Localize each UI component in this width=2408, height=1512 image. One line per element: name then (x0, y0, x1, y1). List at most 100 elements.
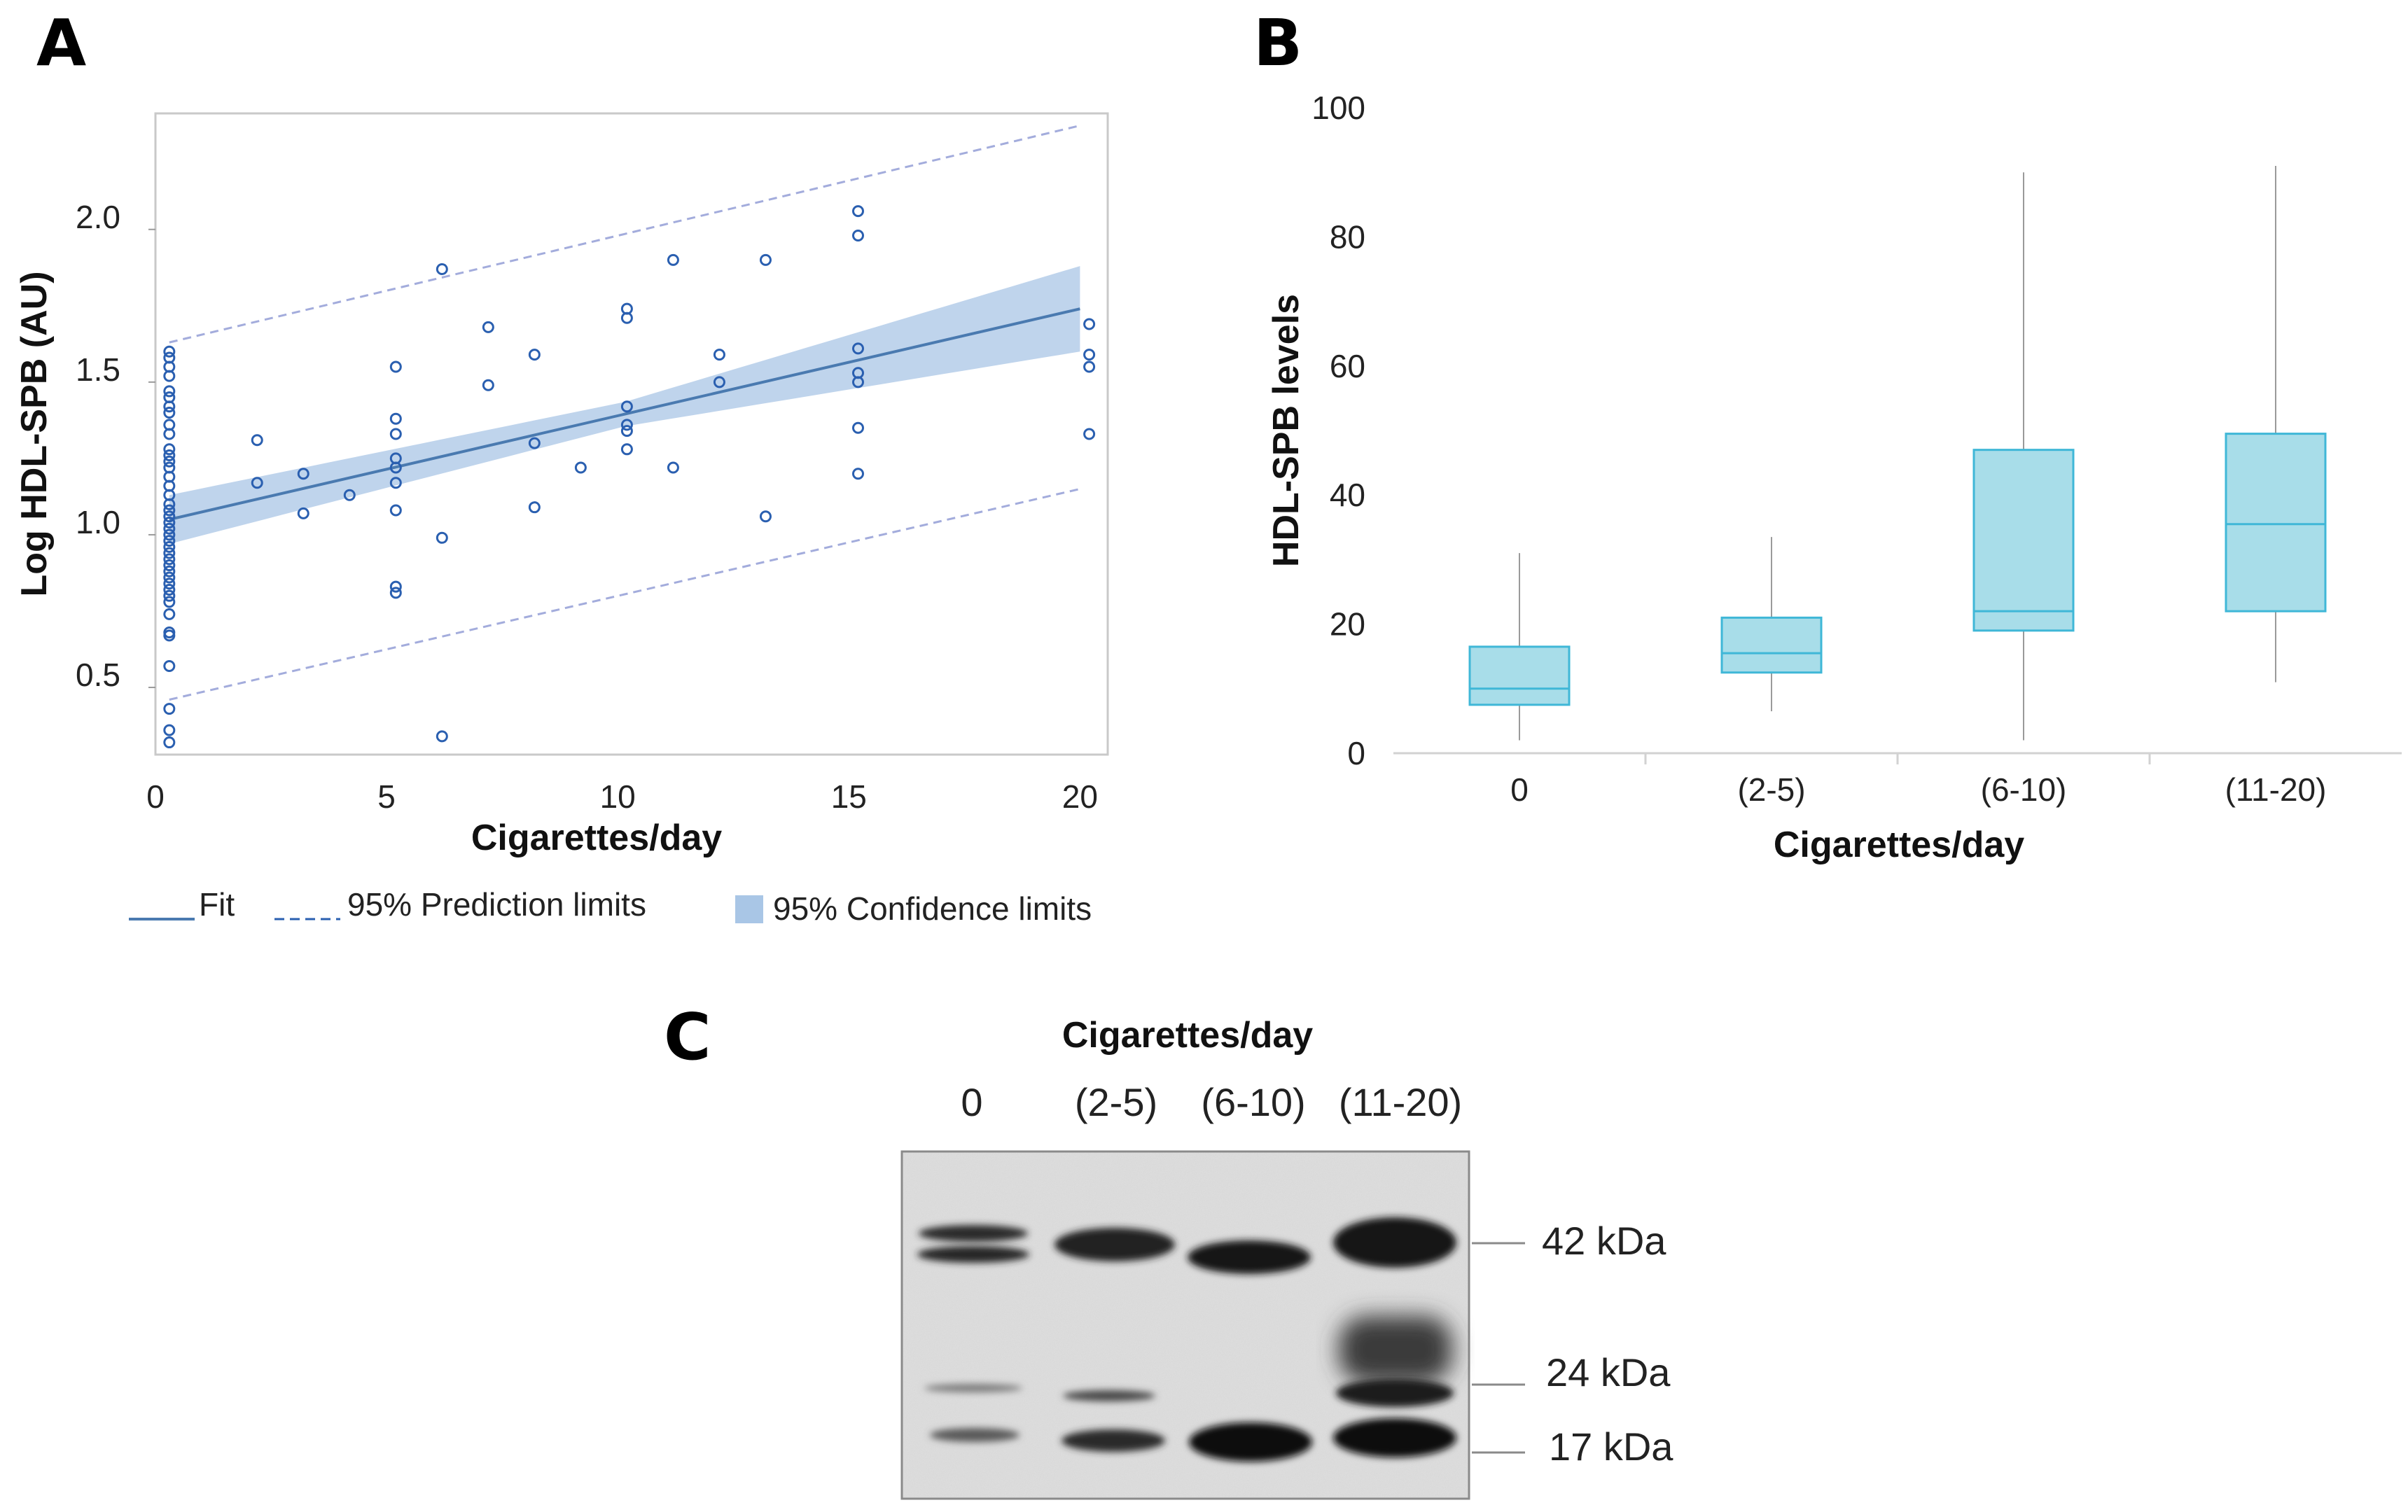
scatter-point (163, 428, 176, 440)
scatter-point (163, 528, 176, 541)
blot-lane-label: (2-5) (1075, 1080, 1157, 1124)
scatter-point (163, 522, 176, 535)
scatter-point (343, 489, 356, 501)
panel-label-a: A (36, 6, 87, 80)
scatter-point (163, 565, 176, 578)
prediction-upper-line (169, 124, 1080, 344)
scatter-point (297, 507, 309, 519)
scatter-point (851, 342, 864, 355)
y-tick-label: 1.0 (76, 504, 120, 540)
legend-confidence-label: 95% Confidence limits (773, 890, 1092, 927)
scatter-point (389, 504, 402, 517)
x-category-label: (11-20) (2225, 771, 2327, 808)
y-tick-label: 60 (1330, 348, 1365, 384)
band-lane1-24 (924, 1384, 1022, 1392)
scatter-point (163, 535, 176, 547)
scatter-point (163, 578, 176, 590)
fit-line (169, 307, 1080, 522)
marker-42-label: 42 kDa (1542, 1219, 1666, 1263)
scatter-point (759, 253, 772, 266)
box-iqr (1720, 616, 1823, 674)
scatter-point (1083, 428, 1096, 440)
scatter-point (163, 498, 176, 510)
scatter-point (620, 425, 633, 438)
scatter-point (163, 443, 176, 456)
marker-17-label: 17 kDa (1549, 1424, 1673, 1469)
scatter-point (163, 736, 176, 749)
band-lane3-17 (1189, 1422, 1312, 1462)
box-1 (1468, 553, 1571, 741)
scatter-point (389, 412, 402, 425)
legend-fit-label: Fit (199, 886, 235, 923)
scatter-point (163, 449, 176, 462)
scatter-point (574, 461, 587, 474)
scatter-point (389, 587, 402, 599)
y-tick-label: 0 (1347, 735, 1365, 771)
band-lane4-24-smear (1339, 1316, 1452, 1383)
box-iqr (1972, 449, 2075, 632)
scatter-point (620, 443, 633, 456)
marker-24-label: 24 kDa (1546, 1350, 1671, 1394)
scatter-point (163, 370, 176, 382)
scatter-point (163, 516, 176, 528)
y-tick-label: 20 (1330, 606, 1365, 643)
prediction-lower-line (169, 488, 1080, 701)
scatter-point (436, 262, 448, 275)
scatter-point (163, 559, 176, 572)
scatter-point (713, 349, 725, 361)
scatter-point (251, 477, 263, 489)
blot-bands (917, 1217, 1456, 1462)
blot-markers: 42 kDa 24 kDa 17 kDa (1472, 1219, 1673, 1469)
y-tick-label: 40 (1330, 477, 1365, 513)
y-tick-label: 2.0 (76, 199, 120, 235)
scatter-point (163, 629, 176, 642)
band-lane1-17 (930, 1428, 1019, 1442)
x-tick-label: 15 (831, 778, 867, 815)
scatter-point (667, 253, 679, 266)
x-category-label: (2-5) (1737, 771, 1805, 808)
scatter-point (528, 437, 541, 449)
legend-prediction-label: 95% Prediction limits (347, 886, 646, 923)
scatter-point (759, 510, 772, 523)
scatter-point (163, 660, 176, 673)
scatter-point (389, 580, 402, 593)
scatter-point (389, 428, 402, 440)
box-3 (1972, 172, 2075, 741)
scatter-point (163, 504, 176, 517)
band-lane4-42 (1333, 1217, 1456, 1268)
y-tick-label: 100 (1311, 90, 1365, 126)
scatter-point (163, 608, 176, 620)
x-tick-label: 5 (377, 778, 396, 815)
scatter-point (163, 571, 176, 584)
y-tick-label: 0.5 (76, 657, 120, 693)
confidence-band (169, 266, 1080, 545)
band-lane2-42 (1055, 1228, 1175, 1261)
scatter-legend: Fit 95% Prediction limits 95% Confidence… (129, 886, 1092, 927)
scatter-point (851, 468, 864, 480)
scatter-point (620, 400, 633, 413)
scatter-y-axis-title: Log HDL-SPB (AU) (14, 271, 55, 596)
y-tick-label: 1.5 (76, 351, 120, 388)
box-y-axis-title: HDL-SPB levels (1266, 294, 1307, 567)
scatter-point (163, 589, 176, 602)
band-lane4-17 (1333, 1418, 1456, 1457)
scatter-point (163, 724, 176, 736)
box-iqr (1468, 645, 1571, 706)
scatter-point (163, 703, 176, 715)
scatter-point (163, 345, 176, 358)
scatter-point (482, 321, 494, 333)
scatter-point (1083, 318, 1096, 330)
scatter-point (251, 434, 263, 447)
scatter-point (163, 510, 176, 523)
blot-lane-label: (6-10) (1201, 1080, 1305, 1124)
scatter-point (620, 419, 633, 431)
blot-lane-label: (11-20) (1339, 1080, 1462, 1124)
scatter-point (297, 468, 309, 480)
band-lane4-24 (1336, 1379, 1454, 1407)
scatter-point (667, 461, 679, 474)
box-4 (2225, 165, 2327, 682)
blot-lane-label: 0 (961, 1080, 982, 1124)
scatter-point (163, 400, 176, 413)
scatter-point (163, 596, 176, 608)
